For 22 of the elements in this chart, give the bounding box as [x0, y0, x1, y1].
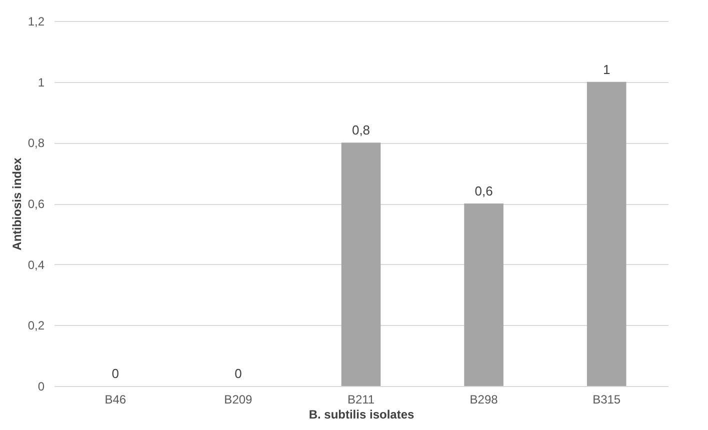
y-tick-label: 0 — [38, 380, 45, 394]
x-axis-title: B. subtilis isolates — [308, 408, 414, 422]
x-tick-label: B211 — [347, 392, 375, 406]
data-label: 0 — [112, 366, 120, 381]
data-label: 0 — [234, 366, 242, 381]
bar — [464, 204, 504, 386]
x-tick-label: B315 — [592, 392, 621, 406]
data-label: 1 — [602, 62, 610, 77]
y-tick-label: 1 — [38, 75, 45, 90]
y-tick-label: 1,2 — [28, 14, 45, 28]
y-tick-label: 0,4 — [28, 258, 45, 272]
x-tick-label: B298 — [470, 392, 498, 406]
bar — [586, 82, 626, 386]
bar — [341, 142, 381, 386]
y-tick-label: 0,2 — [28, 318, 45, 333]
x-tick-label: B46 — [104, 392, 126, 406]
data-label: 0,6 — [474, 184, 493, 198]
y-tick-label: 0,8 — [28, 136, 45, 150]
y-tick-label: 0,6 — [28, 197, 45, 211]
y-axis-title: Antibiosis index — [10, 157, 24, 250]
data-label: 0,8 — [352, 122, 370, 138]
x-tick-label: B209 — [224, 392, 253, 406]
